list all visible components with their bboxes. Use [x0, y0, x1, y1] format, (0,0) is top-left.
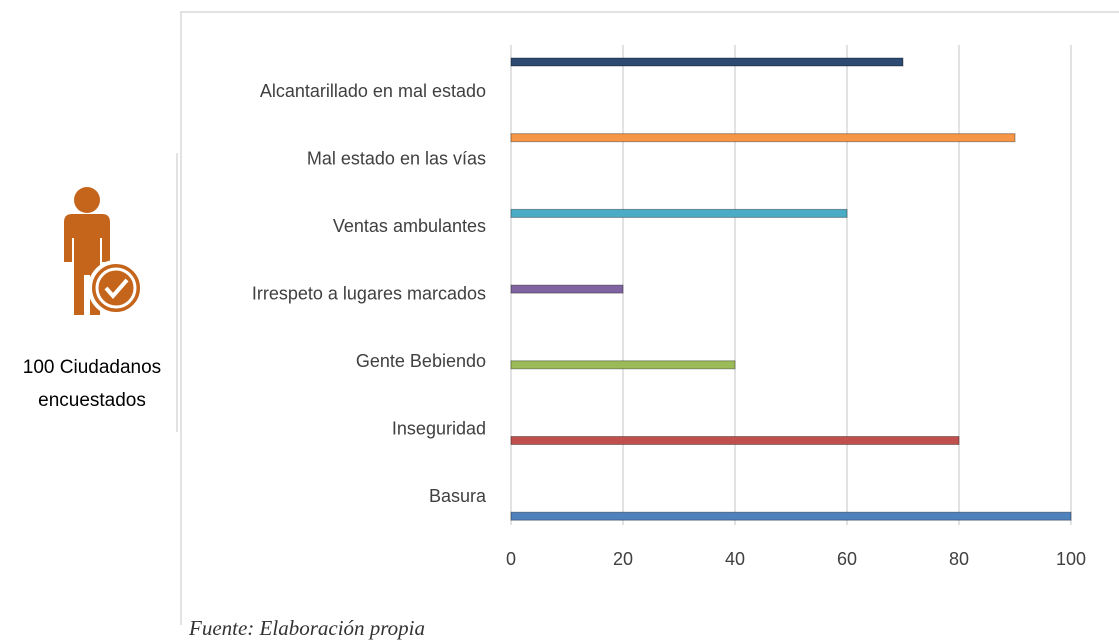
- x-tick-label: 80: [949, 549, 969, 569]
- y-tick-label: Gente Bebiendo: [356, 351, 486, 371]
- bar: [510, 57, 904, 67]
- bar: [510, 208, 848, 218]
- y-tick-label: Mal estado en las vías: [307, 148, 486, 168]
- y-tick-label: Inseguridad: [392, 418, 486, 438]
- source-note: Fuente: Elaboración propia: [188, 616, 425, 640]
- x-tick-label: 20: [613, 549, 633, 569]
- annotation: 100 Ciudadanos: [23, 357, 161, 378]
- x-tick-label: 60: [837, 549, 857, 569]
- bar: [510, 133, 1016, 143]
- annotation: encuestados: [38, 390, 146, 411]
- y-tick-label: Irrespeto a lugares marcados: [252, 283, 486, 303]
- x-tick-label: 0: [506, 549, 516, 569]
- bar: [510, 436, 960, 445]
- x-tick-label: 40: [725, 549, 745, 569]
- bar: [510, 511, 1072, 521]
- bar: [510, 284, 624, 294]
- y-tick-label: Alcantarillado en mal estado: [260, 81, 486, 101]
- chart-frame: [180, 11, 1119, 625]
- bar: [510, 360, 736, 370]
- person-icon: [64, 187, 144, 316]
- y-tick-label: Ventas ambulantes: [333, 216, 486, 236]
- y-tick-label: Basura: [429, 486, 487, 506]
- x-tick-label: 100: [1056, 549, 1086, 569]
